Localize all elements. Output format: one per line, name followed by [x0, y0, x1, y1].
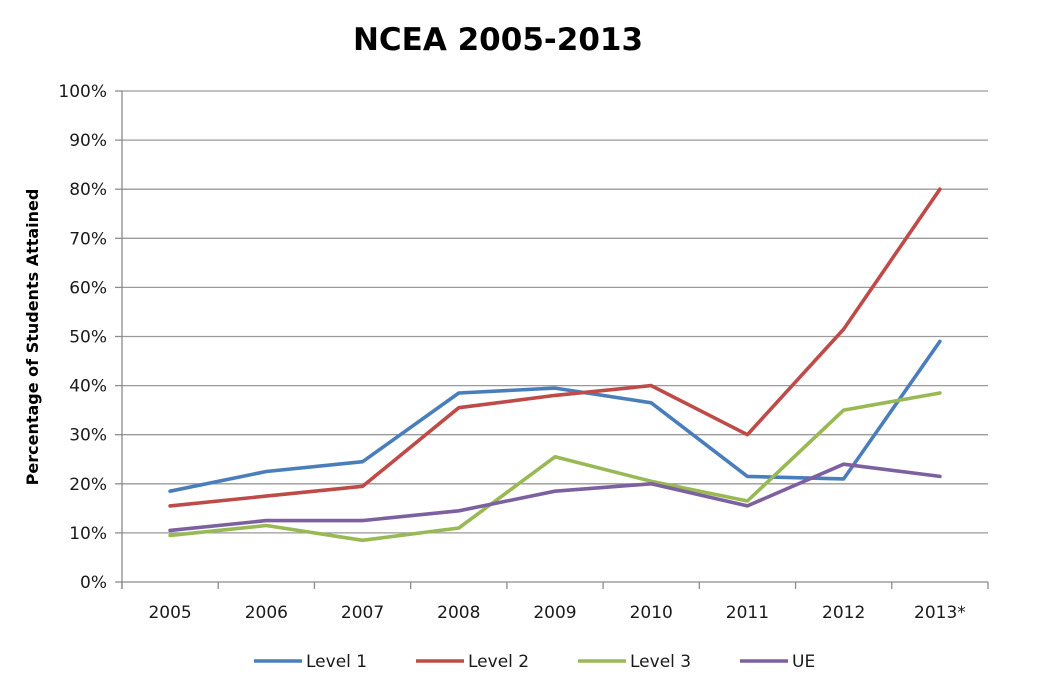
- x-axis-tick-labels: 2005 2006 2007 2008 2009 2010 2011 2012 2013*: [148, 603, 965, 623]
- x-tick-label: 2008: [437, 603, 480, 623]
- y-tick-label: 80%: [69, 180, 107, 200]
- x-tick-label: 2005: [148, 603, 191, 623]
- legend-label-level-1: Level 1: [306, 652, 367, 672]
- y-axis-title: Percentage of Students Attained: [23, 189, 42, 486]
- y-tick-label: 70%: [69, 229, 107, 249]
- legend-label-level-2: Level 2: [468, 652, 529, 672]
- y-tick-label: 10%: [69, 524, 107, 544]
- legend-label-ue: UE: [792, 652, 815, 672]
- x-tick-label: 2012: [822, 603, 865, 623]
- series-lines: [168, 187, 942, 543]
- x-tick-label: 2007: [341, 603, 384, 623]
- legend: Level 1 Level 2 Level 3 UE: [254, 652, 815, 672]
- y-tick-label: 30%: [69, 426, 107, 446]
- y-tick-label: 40%: [69, 377, 107, 397]
- x-tick-label: 2013*: [914, 603, 966, 623]
- series-line-level-2: [168, 187, 942, 508]
- y-tick-label: 60%: [69, 278, 107, 298]
- y-tick-label: 20%: [69, 475, 107, 495]
- x-tick-label: 2006: [245, 603, 288, 623]
- x-tick-label: 2010: [630, 603, 673, 623]
- series-line-level-3: [168, 391, 942, 543]
- y-tick-label: 50%: [69, 328, 107, 348]
- y-tick-label: 90%: [69, 131, 107, 151]
- y-axis-tick-labels: 0% 10% 20% 30% 40% 50% 60% 70% 80% 90% 100%: [58, 82, 107, 593]
- y-tick-label: 100%: [58, 82, 107, 102]
- series-line-ue: [168, 462, 942, 533]
- x-tick-label: 2009: [533, 603, 576, 623]
- axes: [115, 90, 989, 589]
- y-tick-label: 0%: [80, 573, 107, 593]
- x-tick-label: 2011: [726, 603, 769, 623]
- gridlines: [122, 90, 988, 534]
- series-line-level-1: [168, 339, 942, 494]
- legend-label-level-3: Level 3: [630, 652, 691, 672]
- chart-title: NCEA 2005-2013: [353, 22, 643, 58]
